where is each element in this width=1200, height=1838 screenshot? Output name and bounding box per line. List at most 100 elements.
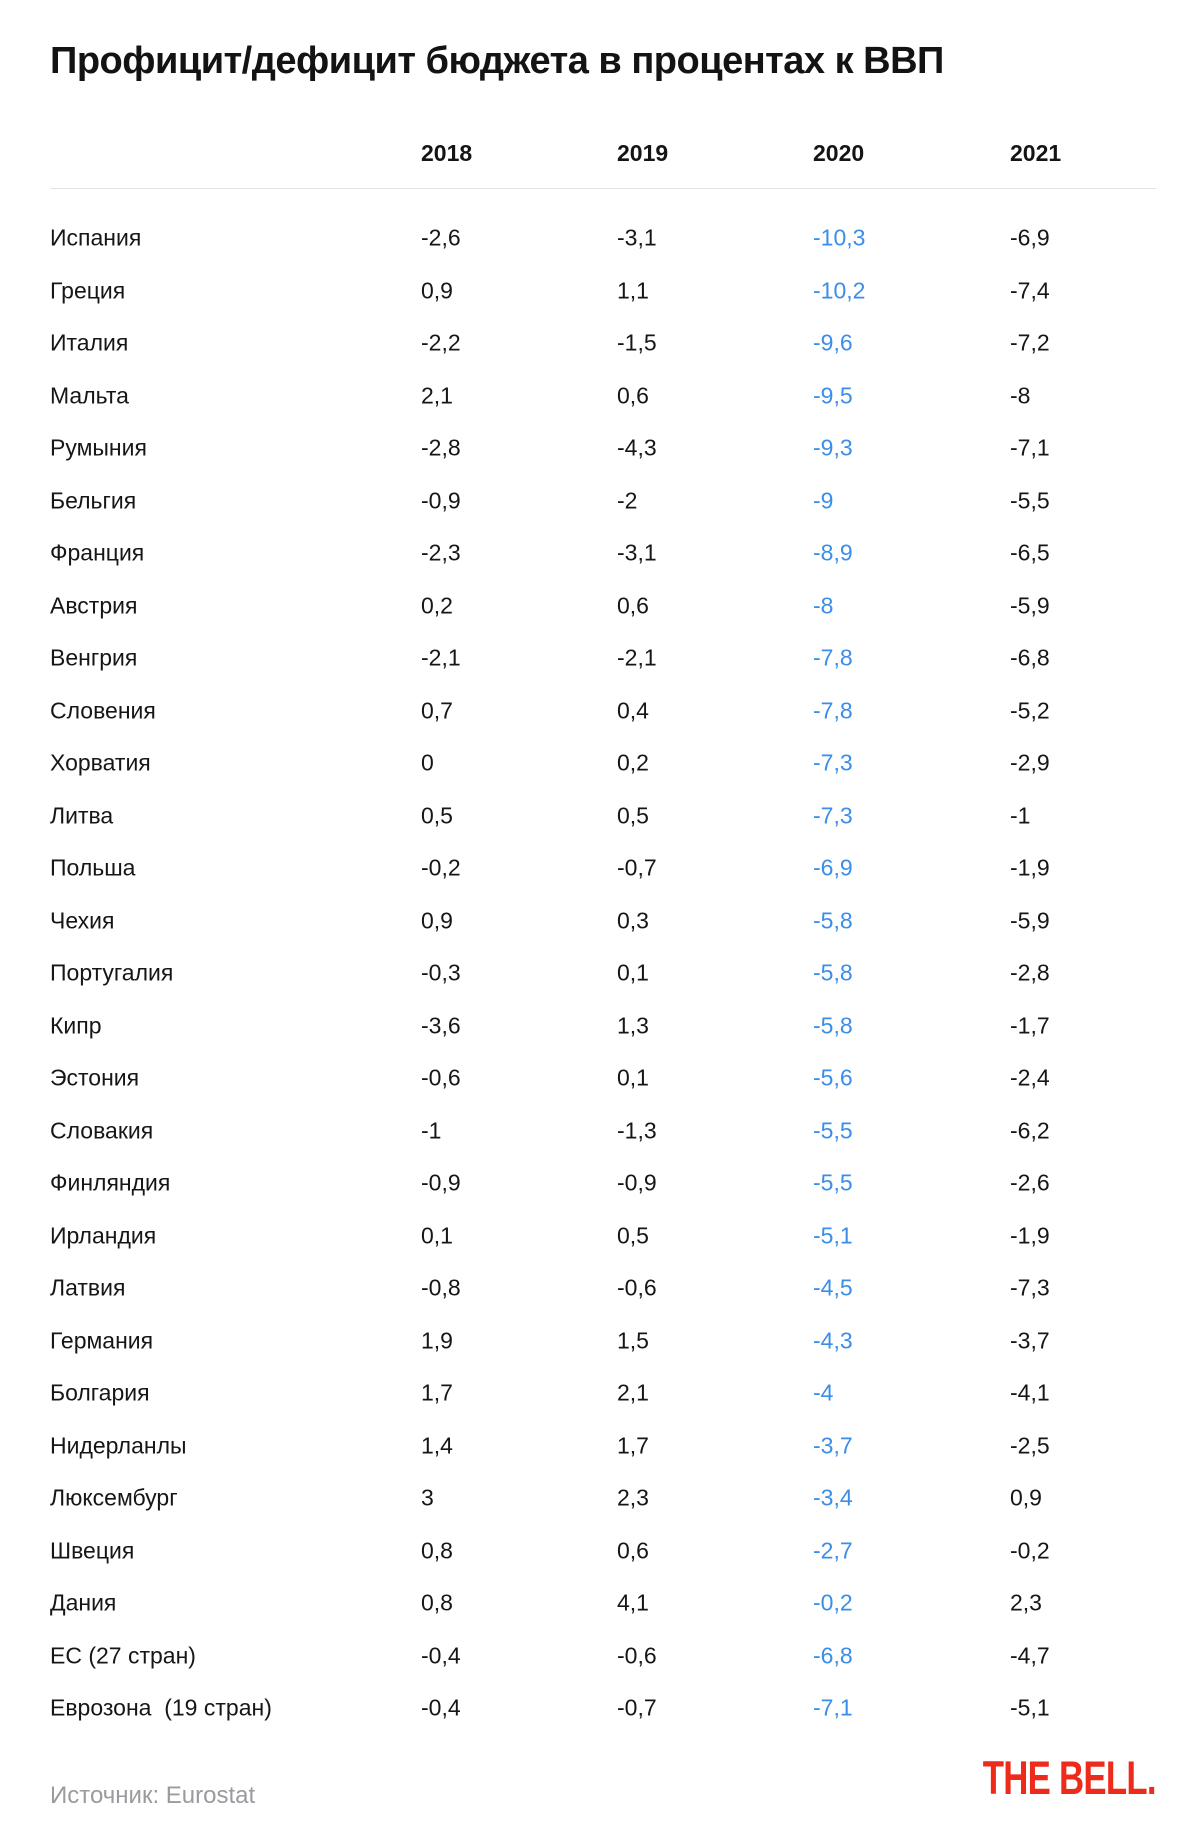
value-2021: -7,1 [1010, 434, 1050, 461]
value-2019: -3,1 [617, 539, 657, 566]
value-2021: -5,5 [1010, 487, 1050, 514]
value-2018: -0,2 [421, 854, 461, 881]
value-2021: -2,5 [1010, 1432, 1050, 1459]
table-row: Испания -2,6 -3,1 -10,3 -6,9 [0, 212, 1200, 265]
table-row: Кипр -3,6 1,3 -5,8 -1,7 [0, 1000, 1200, 1053]
country-label: Португалия [50, 959, 174, 986]
value-2020: -4,3 [813, 1327, 853, 1354]
country-label: Эстония [50, 1064, 140, 1091]
country-label: Испания [50, 224, 142, 251]
value-2021: -6,2 [1010, 1117, 1050, 1144]
table-row: Хорватия 0 0,2 -7,3 -2,9 [0, 737, 1200, 790]
country-label: Хорватия [50, 749, 151, 776]
value-2021: 2,3 [1010, 1589, 1042, 1616]
value-2021: -2,4 [1010, 1064, 1050, 1091]
value-2019: 0,6 [617, 592, 649, 619]
value-2021: -1,7 [1010, 1012, 1050, 1039]
table-row: Литва 0,5 0,5 -7,3 -1 [0, 790, 1200, 843]
column-header-2020: 2020 [813, 140, 865, 166]
value-2018: -2,8 [421, 434, 461, 461]
value-2020: -8 [813, 592, 834, 619]
value-2019: -0,9 [617, 1169, 657, 1196]
value-2018: 0,9 [421, 277, 453, 304]
country-label: Еврозона (19 стран) [50, 1694, 272, 1721]
value-2020: -5,6 [813, 1064, 853, 1091]
value-2020: -7,3 [813, 802, 853, 829]
value-2020: -5,8 [813, 959, 853, 986]
value-2020: -0,2 [813, 1589, 853, 1616]
value-2020: -3,7 [813, 1432, 853, 1459]
table-row: Дания 0,8 4,1 -0,2 2,3 [0, 1577, 1200, 1630]
value-2019: 0,5 [617, 802, 649, 829]
value-2021: -3,7 [1010, 1327, 1050, 1354]
value-2020: -5,5 [813, 1117, 853, 1144]
value-2021: -7,3 [1010, 1274, 1050, 1301]
value-2021: -2,6 [1010, 1169, 1050, 1196]
value-2019: 0,1 [617, 959, 649, 986]
country-label: Ирландия [50, 1222, 157, 1249]
value-2020: -7,3 [813, 749, 853, 776]
value-2020: -10,3 [813, 224, 866, 251]
value-2018: -0,9 [421, 487, 461, 514]
country-label: Австрия [50, 592, 138, 619]
column-header-2021: 2021 [1010, 140, 1062, 166]
value-2021: -6,9 [1010, 224, 1050, 251]
table-row: Чехия 0,9 0,3 -5,8 -5,9 [0, 895, 1200, 948]
the-bell-logo: THE BELL. [982, 1751, 1157, 1804]
table-row: Словакия -1 -1,3 -5,5 -6,2 [0, 1105, 1200, 1158]
value-2018: 1,4 [421, 1432, 453, 1459]
value-2018: -0,8 [421, 1274, 461, 1301]
table-row: Мальта 2,1 0,6 -9,5 -8 [0, 370, 1200, 423]
value-2018: -0,4 [421, 1642, 461, 1669]
value-2021: -5,1 [1010, 1694, 1050, 1721]
value-2020: -4,5 [813, 1274, 853, 1301]
value-2021: -5,9 [1010, 592, 1050, 619]
value-2020: -7,8 [813, 644, 853, 671]
country-label: Италия [50, 329, 129, 356]
table-row: Еврозона (19 стран) -0,4 -0,7 -7,1 -5,1 [0, 1682, 1200, 1735]
value-2020: -7,8 [813, 697, 853, 724]
country-label: Финляндия [50, 1169, 171, 1196]
value-2021: -4,1 [1010, 1379, 1050, 1406]
table-row: Словения 0,7 0,4 -7,8 -5,2 [0, 685, 1200, 738]
country-label: Мальта [50, 382, 129, 409]
table-row: Венгрия -2,1 -2,1 -7,8 -6,8 [0, 632, 1200, 685]
table-row: Польша -0,2 -0,7 -6,9 -1,9 [0, 842, 1200, 895]
value-2018: 2,1 [421, 382, 453, 409]
value-2020: -3,4 [813, 1484, 853, 1511]
value-2019: 0,6 [617, 1537, 649, 1564]
value-2021: -0,2 [1010, 1537, 1050, 1564]
value-2018: 0,1 [421, 1222, 453, 1249]
value-2021: -1,9 [1010, 1222, 1050, 1249]
country-label: Венгрия [50, 644, 138, 671]
value-2018: 0,5 [421, 802, 453, 829]
value-2020: -2,7 [813, 1537, 853, 1564]
country-label: Польша [50, 854, 136, 881]
value-2019: 0,1 [617, 1064, 649, 1091]
column-header-2018: 2018 [421, 140, 473, 166]
table-row: Эстония -0,6 0,1 -5,6 -2,4 [0, 1052, 1200, 1105]
value-2018: 0 [421, 749, 434, 776]
source-note: Источник: Eurostat [50, 1782, 256, 1809]
value-2019: 1,1 [617, 277, 649, 304]
table-row: Италия -2,2 -1,5 -9,6 -7,2 [0, 317, 1200, 370]
value-2018: 0,9 [421, 907, 453, 934]
value-2018: 0,7 [421, 697, 453, 724]
country-label: Бельгия [50, 487, 137, 514]
country-label: Германия [50, 1327, 154, 1354]
value-2019: 2,1 [617, 1379, 649, 1406]
table-header-row: 2018 2019 2020 2021 [0, 140, 1200, 170]
table-row: Франция -2,3 -3,1 -8,9 -6,5 [0, 527, 1200, 580]
country-label: Дания [50, 1589, 117, 1616]
value-2020: -5,1 [813, 1222, 853, 1249]
value-2018: 0,8 [421, 1537, 453, 1564]
table-row: ЕС (27 стран) -0,4 -0,6 -6,8 -4,7 [0, 1630, 1200, 1683]
value-2021: -8 [1010, 382, 1031, 409]
value-2021: -2,9 [1010, 749, 1050, 776]
value-2019: -2 [617, 487, 638, 514]
value-2020: -5,8 [813, 1012, 853, 1039]
value-2018: -2,1 [421, 644, 461, 671]
country-label: Латвия [50, 1274, 126, 1301]
country-label: Греция [50, 277, 126, 304]
country-label: Словения [50, 697, 156, 724]
